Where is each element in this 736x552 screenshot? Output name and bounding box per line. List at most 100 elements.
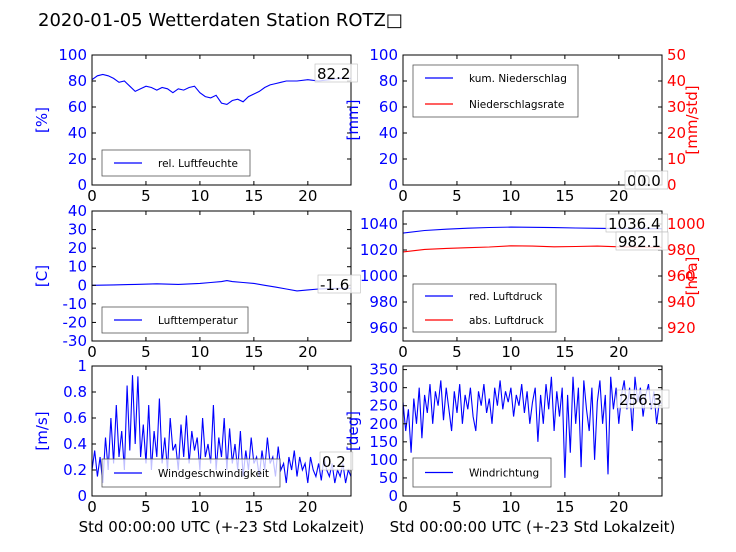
- y-tick-label: 0: [388, 487, 398, 505]
- annotation-box: [615, 231, 669, 251]
- annotation-text: 0.0: [637, 172, 661, 190]
- x-tick-label: 10: [501, 343, 520, 361]
- x-tick-label: 15: [244, 187, 263, 205]
- y-tick-label: 10: [68, 258, 87, 276]
- y-tick-label: 20: [68, 150, 87, 168]
- y-tick-label-right: 980: [667, 241, 696, 259]
- legend-box: [101, 149, 251, 177]
- x-tick-label: 20: [298, 343, 317, 361]
- annotation-text: 982.1: [618, 233, 661, 251]
- y-tick-label: -30: [63, 332, 88, 350]
- y-axis-label-right: [mm/std]: [683, 85, 701, 154]
- y-tick-label-right: 0: [667, 176, 677, 194]
- annotation-text: 256.3: [619, 391, 662, 409]
- value-annotation: 1036.4: [605, 213, 668, 233]
- legend-entry: Windrichtung: [469, 468, 539, 480]
- value-annotation: 0.2: [319, 451, 354, 471]
- y-tick-label-right: 940: [667, 293, 696, 311]
- x-tick-label: 5: [452, 187, 462, 205]
- y-tick-label: 350: [369, 361, 398, 379]
- value-annotation: 256.3: [616, 389, 670, 409]
- x-tick-label: 20: [609, 498, 628, 516]
- y-tick-label: 0: [77, 487, 87, 505]
- y-tick-label: 40: [379, 124, 398, 142]
- y-tick-label: 1000: [360, 267, 398, 285]
- y-axis-label: [mm]: [344, 100, 362, 141]
- y-tick-label: 0.6: [63, 409, 87, 427]
- x-tick-label: 0: [398, 498, 408, 516]
- x-tick-label: 0: [87, 343, 97, 361]
- y-tick-label: 200: [369, 415, 398, 433]
- chart-panel: 0 5 10 15 20 960 980 1000 1020 1040 920 940 960 980 10…: [360, 210, 705, 361]
- series-line: [92, 73, 351, 105]
- legend-entry: abs. Luftdruck: [469, 315, 545, 327]
- value-annotation: 82.2: [314, 63, 358, 83]
- y-tick-label: 1040: [360, 215, 398, 233]
- legend-entry: red. Luftdruck: [469, 291, 543, 303]
- x-tick-label: 0: [398, 187, 408, 205]
- y-tick-label-right: 960: [667, 267, 696, 285]
- axes-frame: [402, 54, 663, 186]
- x-tick-label: 20: [298, 187, 317, 205]
- legend: red. Luftdruck abs. Luftdruck: [412, 283, 557, 333]
- y-tick-label: 960: [369, 319, 398, 337]
- legend-entry: kum. Niederschlag: [469, 73, 567, 85]
- x-tick-label: 10: [190, 498, 209, 516]
- legend-box: [412, 64, 579, 118]
- y-tick-label: 0: [77, 176, 87, 194]
- legend-entry: Lufttemperatur: [158, 315, 238, 327]
- y-tick-label-right: 10: [667, 150, 686, 168]
- annotation-box: [634, 170, 669, 190]
- annotation-box: [317, 274, 361, 294]
- y-tick-label: 20: [379, 150, 398, 168]
- y-tick-label: 150: [369, 433, 398, 451]
- x-tick-label: 5: [452, 498, 462, 516]
- value-annotation: -1.6: [317, 274, 361, 294]
- y-tick-label: -10: [63, 295, 88, 313]
- y-tick-label: 0.2: [63, 461, 87, 479]
- x-tick-label: 5: [452, 343, 462, 361]
- x-tick-label: 10: [501, 498, 520, 516]
- y-tick-label: 1: [77, 357, 87, 375]
- y-tick-label: 0: [388, 176, 398, 194]
- y-tick-label-right: 40: [667, 72, 686, 90]
- x-tick-label: 20: [298, 498, 317, 516]
- x-tick-label: 0: [87, 187, 97, 205]
- y-tick-label: 980: [369, 293, 398, 311]
- y-axis-label-right: [hPa]: [683, 257, 701, 296]
- annotation-box: [616, 389, 670, 409]
- annotation-text: 82.2: [317, 65, 350, 83]
- y-tick-label: 30: [68, 221, 87, 239]
- y-tick-label: 80: [379, 72, 398, 90]
- x-tick-label: 10: [190, 343, 209, 361]
- legend-box: [412, 283, 557, 333]
- annotation-box: [314, 63, 358, 83]
- chart-panel: 0 5 10 15 20 0 0.2 0.4 0.6 0.8 1 [m/s] Std 00:00:00 …: [33, 357, 364, 536]
- x-axis-label: Std 00:00:00 UTC (+-23 Std Lokalzeit): [390, 518, 676, 536]
- x-tick-label: 20: [609, 343, 628, 361]
- value-annotation: 982.1: [615, 231, 669, 251]
- annotation-box: [319, 451, 354, 471]
- series-line: [403, 376, 662, 478]
- chart-panel: 0 5 10 15 20-30-20-10010203040[C]Lufttempera…: [33, 202, 361, 361]
- legend: Lufttemperatur: [101, 306, 249, 334]
- x-axis-label: Std 00:00:00 UTC (+-23 Std Lokalzeit): [79, 518, 365, 536]
- y-tick-label: 100: [369, 46, 398, 64]
- x-tick-label: 0: [87, 498, 97, 516]
- legend: kum. Niederschlag Niederschlagsrate: [412, 64, 579, 118]
- legend: Windgeschwindigkeit: [101, 458, 281, 488]
- annotation-text: 0.2: [322, 453, 346, 471]
- y-tick-label: 0: [77, 276, 87, 294]
- annotation-text: 1036.4: [608, 215, 661, 233]
- y-tick-label: 300: [369, 379, 398, 397]
- x-tick-label: 10: [501, 187, 520, 205]
- y-tick-label: -20: [63, 313, 88, 331]
- x-tick-label: 15: [244, 343, 263, 361]
- y-tick-label-right: 30: [667, 98, 686, 116]
- x-tick-label: 15: [244, 498, 263, 516]
- x-tick-label: 5: [141, 187, 151, 205]
- y-tick-label: 0.8: [63, 383, 87, 401]
- y-axis-label: [m/s]: [33, 411, 51, 450]
